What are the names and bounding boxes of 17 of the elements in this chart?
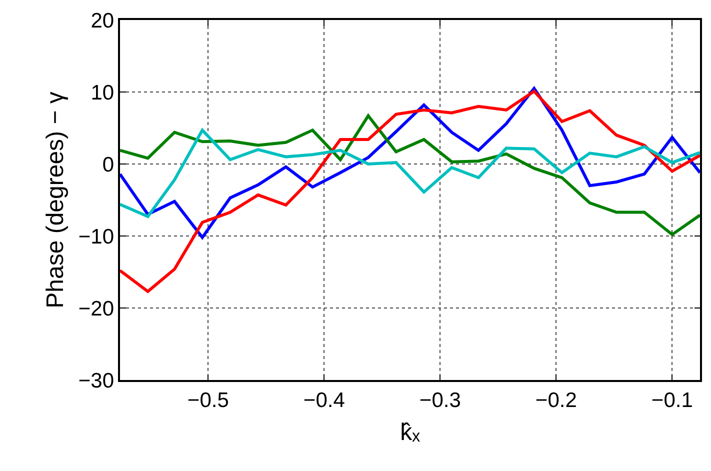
y-tick-label: 20: [90, 9, 114, 32]
x-tick-label: −0.1: [651, 388, 693, 412]
x-tick-label: −0.2: [535, 388, 577, 412]
y-tick-label: −10: [78, 225, 114, 248]
line-series: [120, 86, 700, 239]
x-axis-title: k̂ₓ: [400, 418, 420, 446]
y-axis-title: Phase (degrees) − γ: [42, 92, 70, 308]
y-tick-label: −20: [78, 297, 114, 320]
x-tick-label: −0.4: [303, 388, 346, 412]
line-series: [120, 90, 700, 293]
y-tick-label: 0: [102, 153, 114, 176]
line-series: [120, 114, 700, 236]
x-tick-label: −0.3: [419, 388, 461, 412]
y-tick-label: 10: [90, 81, 114, 104]
x-tick-label: −0.5: [187, 388, 229, 412]
y-tick-label: −30: [78, 369, 114, 392]
line-series: [120, 128, 700, 218]
